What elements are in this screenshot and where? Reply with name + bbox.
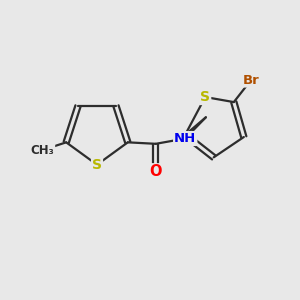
Text: O: O [149,164,162,179]
Text: CH₃: CH₃ [31,144,54,157]
Text: NH: NH [174,132,196,145]
Text: S: S [200,90,210,104]
Text: Br: Br [243,74,260,86]
Text: S: S [92,158,102,172]
